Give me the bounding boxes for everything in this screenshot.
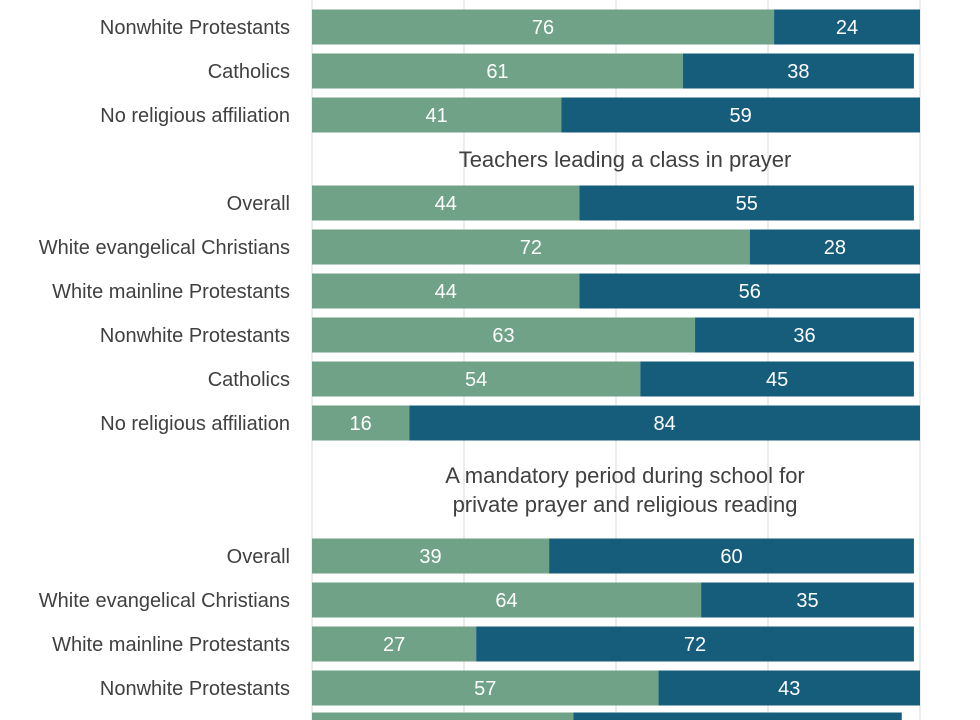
data-label-a: 44 (435, 281, 457, 303)
category-label: Nonwhite Protestants (100, 678, 290, 700)
bar-segment-b (774, 9, 920, 45)
data-label-b: 56 (739, 281, 761, 303)
bar-segment-a (312, 185, 580, 221)
bar-segment-a (312, 53, 683, 89)
bar-segment-b (579, 185, 914, 221)
bar-segment-b (682, 53, 914, 89)
data-label-b: 35 (796, 590, 818, 612)
data-label-b: 84 (654, 413, 676, 435)
data-label-b: 43 (778, 678, 800, 700)
data-label-a: 41 (426, 105, 448, 127)
category-label: White mainline Protestants (52, 281, 290, 303)
category-label: Nonwhite Protestants (100, 325, 290, 347)
data-label-a: 57 (474, 678, 496, 700)
data-label-a: 39 (419, 546, 441, 568)
data-label-b: 72 (684, 634, 706, 656)
data-label-a: 63 (492, 325, 514, 347)
category-label: Catholics (208, 369, 290, 391)
bar-segment-a (312, 405, 410, 441)
bar-segment-b (695, 317, 914, 353)
data-label-b: 24 (836, 17, 858, 39)
bar-segment-b (549, 538, 914, 574)
data-label-a: 44 (435, 193, 457, 215)
data-label-a: 72 (520, 237, 542, 259)
data-label-b: 38 (787, 61, 809, 83)
category-label: Overall (227, 193, 290, 215)
bar-segment-a (312, 626, 477, 662)
data-label-a: 54 (465, 369, 487, 391)
bar-segment-a (312, 361, 641, 397)
category-label: Nonwhite Protestants (100, 17, 290, 39)
section-title: Teachers leading a class in prayer (459, 147, 792, 172)
bar-segment-b (573, 712, 902, 720)
data-label-b: 45 (766, 369, 788, 391)
data-label-a: 16 (350, 413, 372, 435)
category-label: White evangelical Christians (39, 590, 290, 612)
section-title: private prayer and religious reading (453, 492, 798, 517)
bar-segment-a (312, 9, 775, 45)
data-label-b: 60 (720, 546, 742, 568)
section-title: A mandatory period during school for (445, 463, 805, 488)
data-label-a: 76 (532, 17, 554, 39)
data-label-a: 61 (486, 61, 508, 83)
bar-segment-a (312, 273, 580, 309)
bar-segment-a (312, 97, 562, 133)
category-label: White evangelical Christians (39, 237, 290, 259)
bar-segment-a (312, 670, 659, 706)
bar-segment-a (312, 317, 696, 353)
bar-segment-b (701, 582, 914, 618)
data-label-b: 36 (793, 325, 815, 347)
bar-segment-b (640, 361, 914, 397)
data-label-a: 27 (383, 634, 405, 656)
data-label-a: 64 (495, 590, 517, 612)
bar-segment-b (476, 626, 914, 662)
category-label: No religious affiliation (100, 413, 290, 435)
category-label: No religious affiliation (100, 105, 290, 127)
bar-segment-b (749, 229, 920, 265)
category-label: White mainline Protestants (52, 634, 290, 656)
category-label: Overall (227, 546, 290, 568)
bar-segment-a (312, 712, 574, 720)
category-label: Catholics (208, 61, 290, 83)
bars (312, 9, 920, 720)
bar-segment-b (658, 670, 920, 706)
data-label-b: 28 (824, 237, 846, 259)
data-label-b: 55 (736, 193, 758, 215)
bar-segment-a (312, 582, 702, 618)
bar-segment-b (561, 97, 920, 133)
bar-segment-b (409, 405, 920, 441)
bar-segment-a (312, 538, 550, 574)
bar-segment-b (579, 273, 920, 309)
bar-segment-a (312, 229, 750, 265)
data-label-b: 59 (730, 105, 752, 127)
labels: 76 24 Nonwhite Protestants 61 38 Catholics 41 5… (39, 17, 858, 700)
